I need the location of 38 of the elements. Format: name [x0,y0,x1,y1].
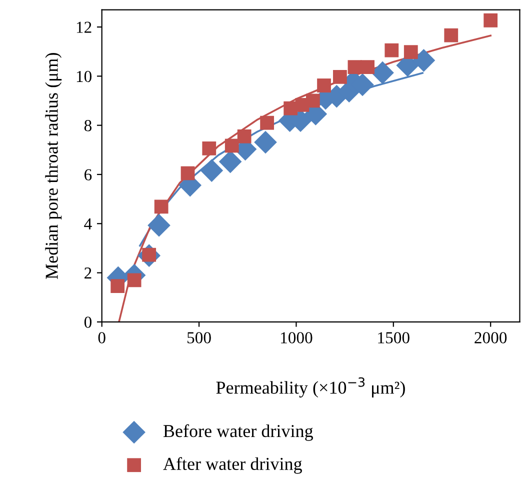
point [237,129,252,144]
point [484,13,498,28]
point [444,28,458,42]
point [127,273,142,288]
point [110,279,125,293]
x-tick-label: 1000 [281,332,312,344]
x-tick-label: 0 [98,332,106,344]
y-axis-title: Median pore throat radius (μm) [45,53,62,279]
point [202,141,216,156]
point [384,43,399,58]
x-axis-title: Permeability (×10$^{−3}$ μm²) [216,377,405,398]
y-tick-label: 10 [76,70,92,82]
y-tick-label: 8 [84,120,92,132]
point [224,138,239,153]
point [254,130,277,154]
y-tick-label: 6 [84,169,92,180]
y-tick-label: 2 [84,268,92,279]
point [200,159,224,182]
point [371,61,394,84]
point [148,214,170,237]
point [348,60,362,74]
point [333,70,347,84]
x-tick-label: 500 [188,332,211,344]
legend-label: Before water driving [163,424,314,441]
point [180,166,195,180]
y-tick-label: 0 [84,316,92,328]
point [154,200,168,214]
point [360,60,374,74]
y-tick-label: 4 [84,218,92,230]
point [412,49,436,72]
point [404,45,418,60]
y-tick-label: 12 [76,22,92,33]
point [306,94,320,108]
point [317,78,331,92]
legend-label: After water driving [163,457,302,474]
x-tick-label: 2000 [474,332,507,344]
x-tick-label: 1500 [378,332,410,344]
point [260,116,274,130]
